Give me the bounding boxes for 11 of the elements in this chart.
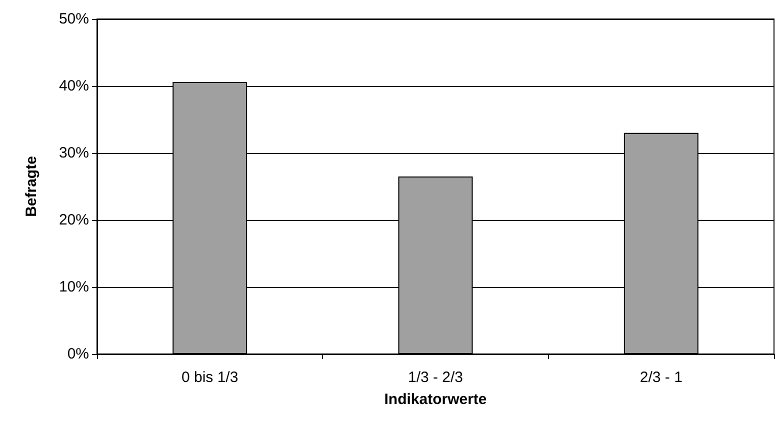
x-axis-title: Indikatorwerte [384,391,487,408]
y-tick-label: 50% [58,10,89,28]
y-tick-label: 10% [58,278,89,296]
x-tick-label: 2/3 - 1 [640,369,682,386]
y-tick-label: 30% [58,144,89,162]
y-tick-label: 20% [58,212,89,228]
x-tick-label: 1/3 - 2/3 [408,369,464,386]
y-axis-title: Befragte [23,156,40,217]
y-tick-label: 40% [58,78,89,94]
x-tick-label: 0 bis 1/3 [181,369,238,386]
y-tick-label: 0% [67,346,89,362]
